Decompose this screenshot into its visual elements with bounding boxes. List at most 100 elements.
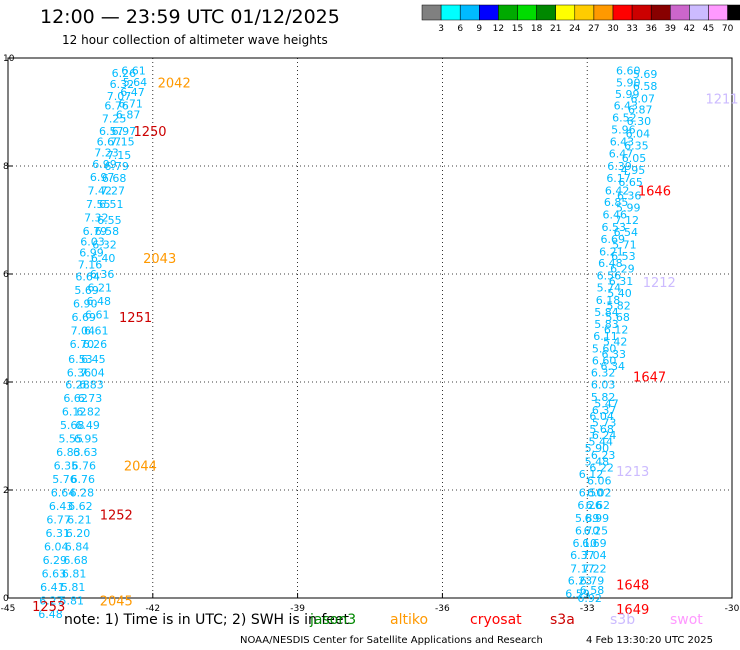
wave-height-label: 6.31 xyxy=(609,275,634,288)
wave-height-label: 6.95 xyxy=(74,433,99,446)
wave-height-label: 5.81 xyxy=(61,581,86,594)
wave-height-label: 6.17 xyxy=(606,172,631,185)
wave-height-label: 5.84 xyxy=(594,306,619,319)
wave-height-label: 6.23 xyxy=(568,575,593,588)
wave-height-label: 6.45 xyxy=(81,353,106,366)
wave-height-label: 6.69 xyxy=(582,537,607,550)
wave-height-label: 6.04 xyxy=(626,128,651,141)
wave-height-label: 6.76 xyxy=(72,460,97,473)
wave-height-label: 5.68 xyxy=(60,419,85,432)
pass-label: 1646 xyxy=(638,184,671,199)
wave-height-label: 6.04 xyxy=(589,410,614,423)
wave-height-label: 6.85 xyxy=(604,196,629,209)
colorbar-swatch xyxy=(498,4,518,21)
wave-height-label: 7.04 xyxy=(80,366,105,379)
wave-height-label: 6.27 xyxy=(39,595,64,608)
wave-height-label: 6.21 xyxy=(599,245,624,258)
wave-height-label: 6.68 xyxy=(102,172,127,185)
wave-height-label: 6.60 xyxy=(592,354,617,367)
wave-height-label: 5.82 xyxy=(606,299,631,312)
wave-height-label: 6.52 xyxy=(612,111,637,124)
wave-height-label: 6.11 xyxy=(593,330,618,343)
wave-height-label: 6.02 xyxy=(587,487,612,500)
wave-height-label: 6.79 xyxy=(83,225,108,238)
timestamp: 4 Feb 13:30:20 UTC 2025 xyxy=(586,635,713,646)
colorbar-label: 18 xyxy=(531,24,543,34)
y-tick-label: 2 xyxy=(3,486,9,496)
pass-label: 1648 xyxy=(616,579,649,594)
wave-height-label: 6.40 xyxy=(91,252,116,265)
wave-height-label: 5.47 xyxy=(594,398,619,411)
pass-label: 1647 xyxy=(633,371,666,386)
wave-height-label: 6.62 xyxy=(68,500,93,513)
legend-cryosat: cryosat xyxy=(470,612,522,628)
wave-height-label: 6.32 xyxy=(591,366,616,379)
wave-height-label: 7.42 xyxy=(87,184,112,197)
pass-label: 1253 xyxy=(32,600,65,615)
wave-height-label: 5.89 xyxy=(575,512,600,525)
x-tick-label: -42 xyxy=(145,604,160,614)
wave-height-label: 6.83 xyxy=(56,446,81,459)
colorbar-label: 9 xyxy=(476,24,482,34)
pass-label: 1213 xyxy=(616,465,649,480)
wave-height-label: 6.37 xyxy=(592,404,617,417)
wave-height-label: 7.04 xyxy=(71,325,96,338)
wave-height-label: 5.81 xyxy=(59,595,84,608)
wave-height-label: 5.60 xyxy=(592,343,617,356)
wave-height-label: 6.82 xyxy=(76,406,101,419)
wave-height-label: 6.53 xyxy=(601,221,626,234)
wave-height-label: 6.68 xyxy=(63,554,88,567)
wave-height-label: 6.42 xyxy=(605,184,630,197)
pass-label: 1212 xyxy=(643,276,676,291)
wave-height-label: 6.65 xyxy=(618,176,643,189)
footnote: note: 1) Time is in UTC; 2) SWH is in fe… xyxy=(64,612,350,628)
wave-height-label: 6.48 xyxy=(86,295,111,308)
wave-height-label: 6.61 xyxy=(85,309,110,322)
colorbar-swatch xyxy=(421,4,442,21)
colorbar-label: 36 xyxy=(645,24,657,34)
wave-height-label: 6.29 xyxy=(43,554,68,567)
colorbar-swatch xyxy=(536,4,556,21)
colorbar-label: 39 xyxy=(665,24,677,34)
wave-height-label: 6.53 xyxy=(611,250,636,263)
wave-height-label: 4.95 xyxy=(621,164,646,177)
pass-label: 1649 xyxy=(616,603,649,618)
wave-height-label: 6.48 xyxy=(598,257,623,270)
wave-height-points: 6.616.265.646.326.477.076.716.766.877.25… xyxy=(38,64,657,621)
colorbar-swatch xyxy=(612,4,633,21)
pass-label: 1252 xyxy=(100,508,133,523)
wave-height-label: 7.17 xyxy=(570,562,595,575)
wave-height-label: 6.79 xyxy=(104,160,129,173)
wave-height-label: 6.77 xyxy=(46,514,71,527)
colorbar-label: 33 xyxy=(626,24,637,34)
pass-label: 1251 xyxy=(119,311,152,326)
wave-height-label: 6.12 xyxy=(62,406,87,419)
plot-frame xyxy=(7,57,733,599)
wave-height-label: 5.71 xyxy=(612,238,637,251)
wave-height-label: 6.31 xyxy=(45,527,70,540)
colorbar-label: 3 xyxy=(438,24,444,34)
wave-height-label: 5.99 xyxy=(615,88,640,101)
y-tick-label: 6 xyxy=(3,270,9,280)
wave-height-label: 6.59 xyxy=(565,588,590,601)
wave-height-label: 6.58 xyxy=(580,584,605,597)
colorbar-swatch xyxy=(689,4,709,21)
wave-height-label: 7.15 xyxy=(107,149,132,162)
wave-height-label: 5.74 xyxy=(597,282,622,295)
wave-height-label: 5.99 xyxy=(616,202,641,215)
wave-height-label: 5.44 xyxy=(588,435,613,448)
colorbar-label: 6 xyxy=(457,24,463,34)
wave-height-label: 6.28 xyxy=(65,379,90,392)
wave-height-label: 6.37 xyxy=(570,549,595,562)
wave-height-label: 5.90 xyxy=(616,76,641,89)
wave-height-label: 6.73 xyxy=(78,392,103,405)
wave-height-label: 6.32 xyxy=(92,238,117,251)
wave-height-label: 6.29 xyxy=(610,263,635,276)
wave-height-label: 6.58 xyxy=(95,225,120,238)
wave-height-label: 6.64 xyxy=(75,271,100,284)
wave-height-label: 5.90 xyxy=(585,442,610,455)
tick-labels: -45 -42 -39 -36 -33 -30 0 2 4 6 8 10 xyxy=(1,54,740,614)
legend-s3a: s3a xyxy=(550,612,575,628)
wave-height-label: 6.69 xyxy=(601,233,626,246)
wave-height-label: 5.76 xyxy=(52,473,77,486)
